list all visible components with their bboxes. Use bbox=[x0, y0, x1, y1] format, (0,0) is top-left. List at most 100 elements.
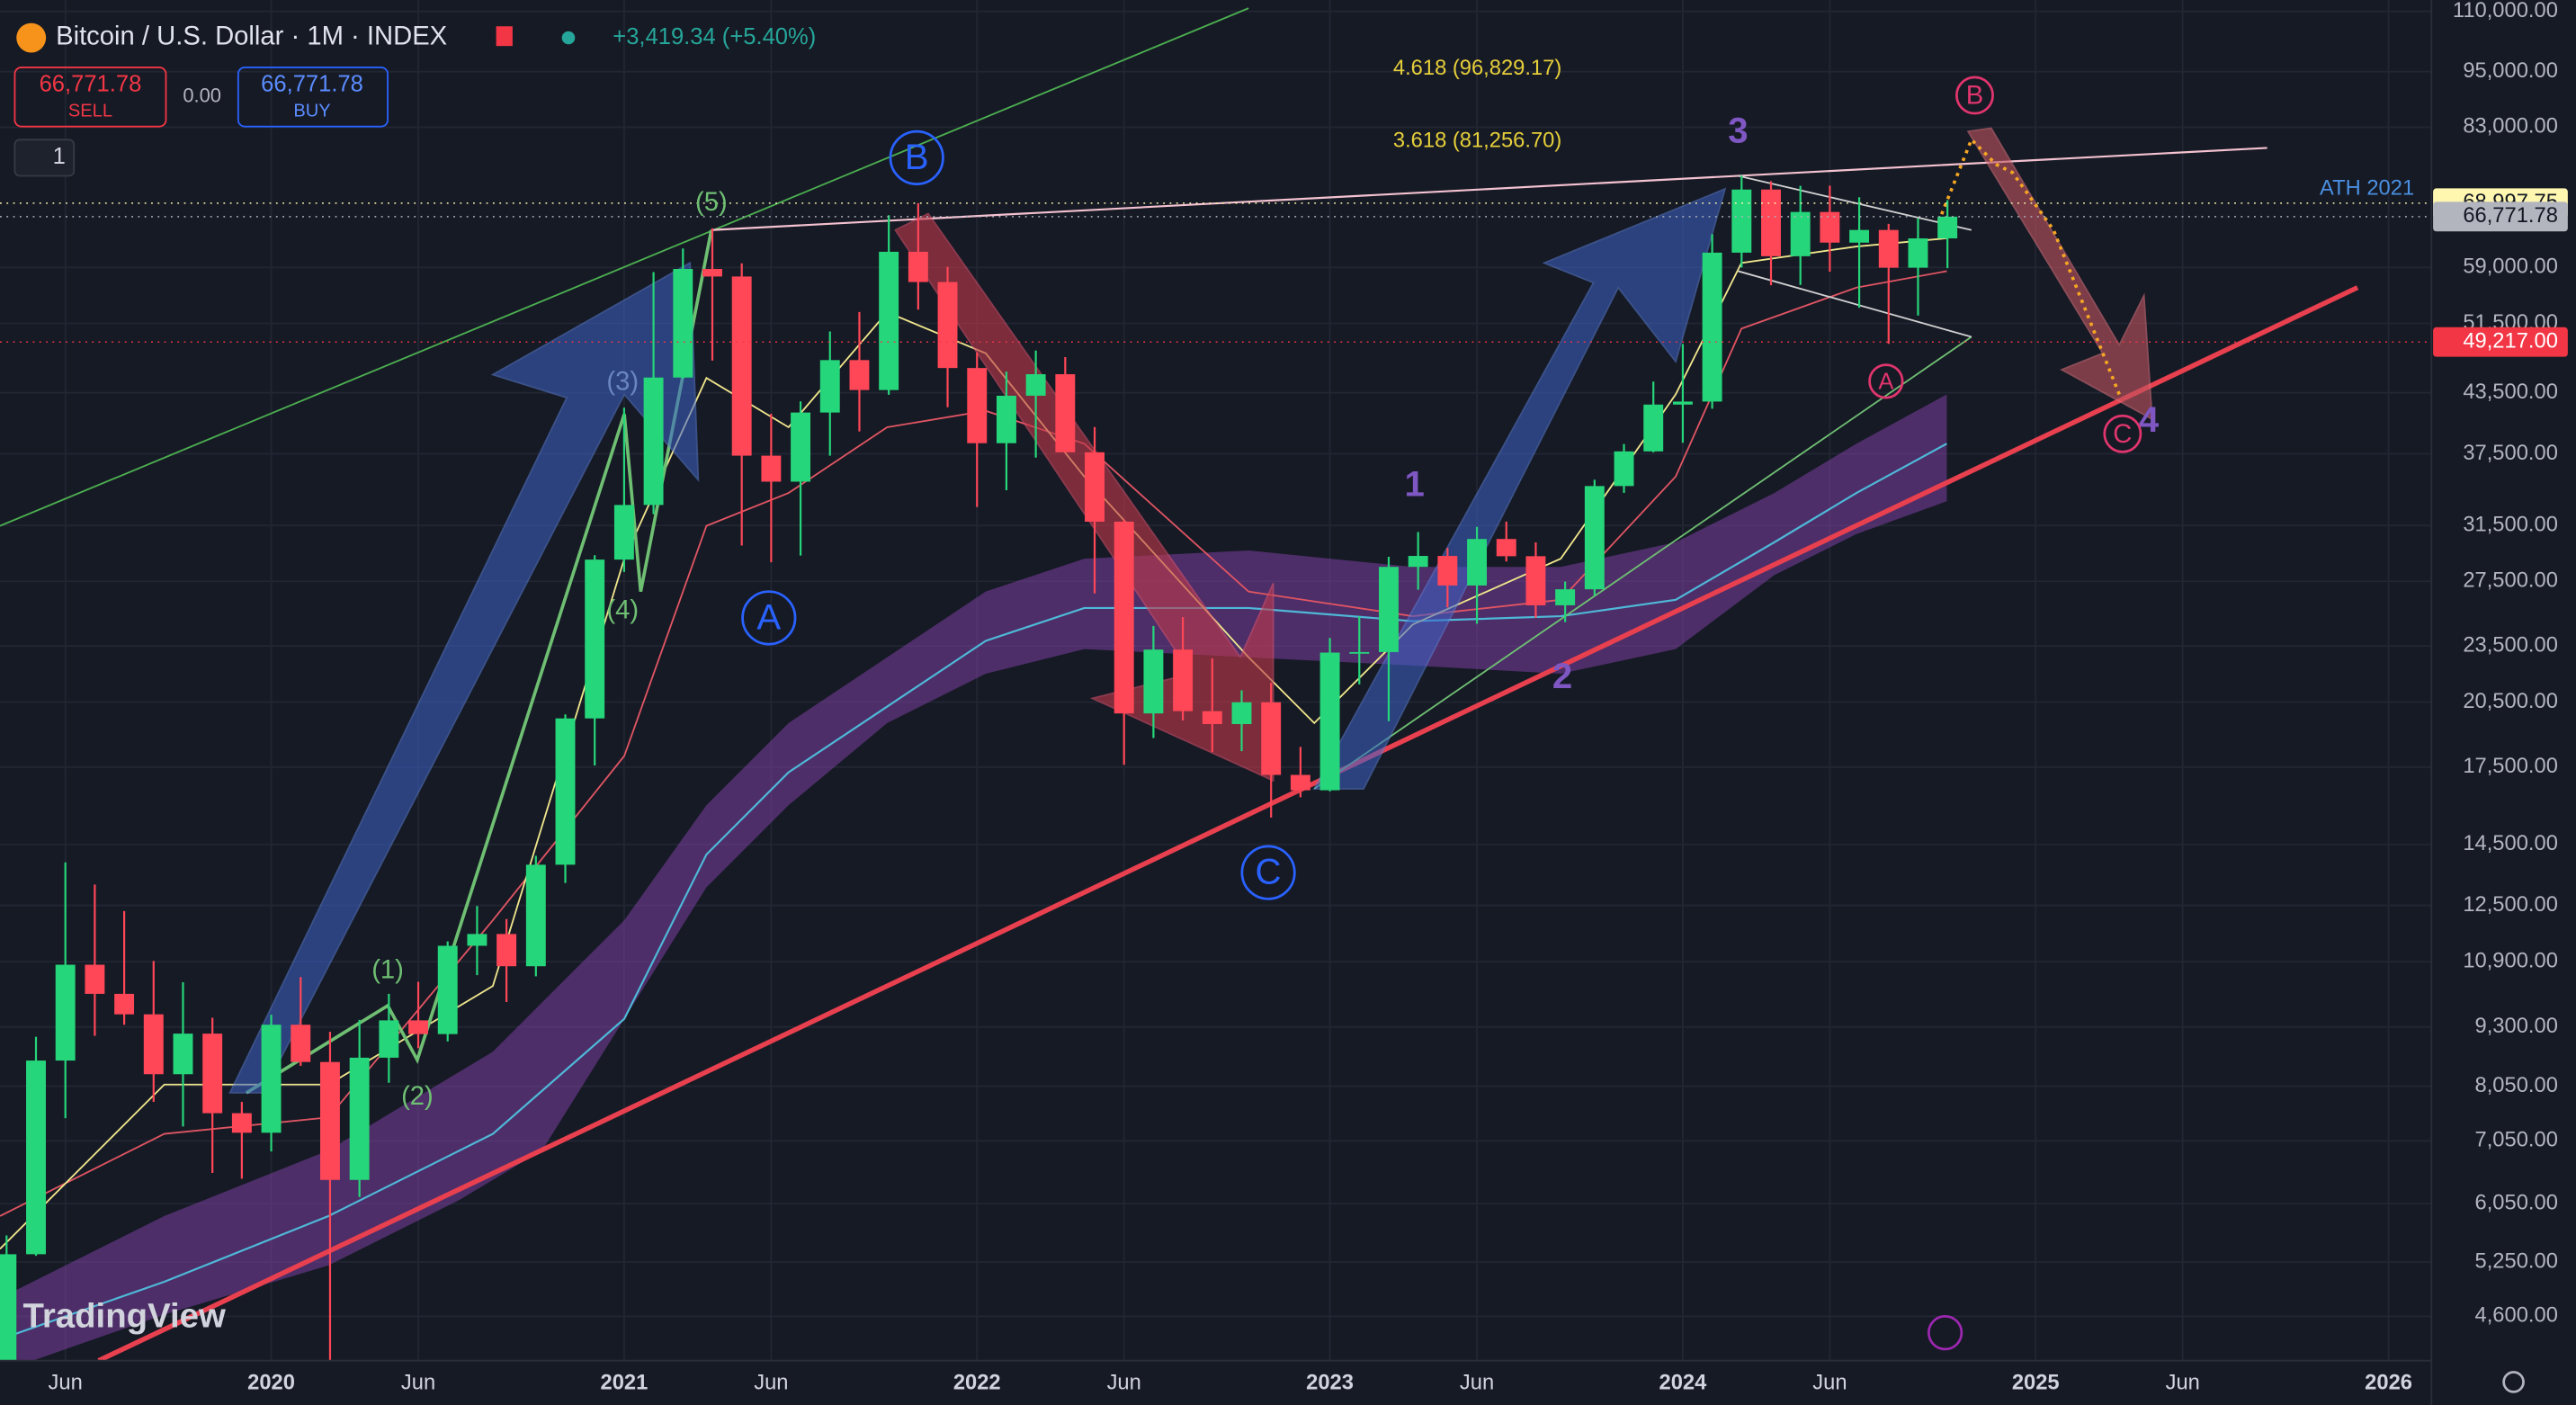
candle-body bbox=[1408, 556, 1428, 568]
annotation: 3.618 (81,256.70) bbox=[1393, 129, 1561, 152]
annotation: 4 bbox=[2139, 399, 2160, 440]
candle-body bbox=[585, 559, 605, 719]
candle-body bbox=[819, 360, 840, 413]
y-tick-label: 6,050.00 bbox=[2475, 1191, 2558, 1214]
annotation-circle bbox=[2103, 414, 2142, 453]
candle-body bbox=[879, 251, 899, 390]
wedge-line bbox=[1738, 270, 1972, 338]
y-tick-label: 37,500.00 bbox=[2463, 442, 2558, 465]
annotation: 1 bbox=[1404, 463, 1424, 504]
annotation: C bbox=[1256, 852, 1282, 892]
candle-body bbox=[1614, 451, 1634, 487]
spread: 0.00 bbox=[183, 85, 221, 107]
coin-icon bbox=[16, 22, 47, 53]
annotation: (3) bbox=[606, 367, 639, 396]
x-tick-label: 2026 bbox=[2365, 1372, 2412, 1395]
annotation: (5) bbox=[695, 188, 728, 217]
annotation-circle bbox=[889, 130, 944, 185]
candle-body bbox=[0, 1254, 17, 1361]
y-tick-label: 83,000.00 bbox=[2463, 115, 2558, 139]
candle-body bbox=[173, 1034, 193, 1075]
candle-body bbox=[702, 269, 722, 277]
candle-body bbox=[996, 395, 1016, 443]
annotation: B bbox=[905, 137, 929, 177]
candle-body bbox=[1290, 774, 1310, 791]
candle-body bbox=[1878, 229, 1899, 268]
candle-body bbox=[791, 412, 811, 482]
sell-price: 66,771.78 bbox=[40, 72, 142, 97]
candle-body bbox=[1025, 374, 1046, 396]
candle-body bbox=[1731, 189, 1752, 253]
annotation-circle bbox=[1240, 845, 1296, 900]
y-tick-label: 4,600.00 bbox=[2475, 1304, 2558, 1328]
candle-body bbox=[908, 251, 928, 282]
x-tick-label: Jun bbox=[1107, 1372, 1141, 1395]
ribbon bbox=[0, 394, 1947, 1361]
settings-icon[interactable] bbox=[2502, 1371, 2525, 1393]
candle-body bbox=[731, 276, 752, 456]
sell-label: SELL bbox=[68, 102, 112, 121]
moving-average bbox=[0, 443, 1947, 1340]
candle-body bbox=[937, 282, 958, 369]
candle-body bbox=[1085, 452, 1105, 522]
interval-toggle[interactable] bbox=[13, 139, 76, 177]
candle-body bbox=[319, 1061, 340, 1180]
candle-body bbox=[1173, 649, 1194, 711]
annotation-circle bbox=[741, 590, 797, 646]
candle-body bbox=[1437, 556, 1458, 586]
candle-body bbox=[1349, 651, 1370, 654]
price-badge bbox=[2433, 327, 2568, 357]
candle-body bbox=[437, 945, 458, 1034]
x-tick-label: Jun bbox=[2166, 1372, 2200, 1395]
annotation: (1) bbox=[371, 955, 404, 984]
candle-body bbox=[849, 360, 870, 390]
annotation: 4.618 (96,829.17) bbox=[1393, 57, 1561, 80]
interval: 1 bbox=[53, 144, 66, 169]
candle-body bbox=[1496, 539, 1516, 557]
candle-body bbox=[525, 864, 546, 967]
x-tick-label: Jun bbox=[754, 1372, 788, 1395]
candle-body bbox=[202, 1034, 223, 1114]
alert-icon[interactable] bbox=[1927, 1314, 1963, 1351]
price-change: +3,419.34 (+5.40%) bbox=[613, 24, 816, 49]
candle-body bbox=[555, 718, 576, 865]
candle-body bbox=[1467, 539, 1488, 586]
y-tick-label: 8,050.00 bbox=[2475, 1074, 2558, 1097]
candle-body bbox=[1908, 238, 1928, 268]
candle-body bbox=[1525, 556, 1546, 605]
candles bbox=[0, 175, 1958, 1361]
candle-body bbox=[1820, 211, 1840, 243]
annotation-circle bbox=[1955, 76, 1994, 115]
candle-body bbox=[143, 1014, 164, 1075]
buy-price: 66,771.78 bbox=[261, 72, 363, 97]
x-tick-label: Jun bbox=[1460, 1372, 1494, 1395]
wave-line bbox=[246, 229, 713, 1095]
candle-body bbox=[1379, 567, 1399, 652]
buy-button[interactable] bbox=[237, 66, 389, 128]
price-badge bbox=[2433, 201, 2568, 232]
sell-button[interactable] bbox=[13, 66, 167, 128]
annotation: (4) bbox=[606, 595, 639, 624]
price-badge-label: 49,217.00 bbox=[2463, 330, 2558, 353]
candle-body bbox=[613, 505, 634, 560]
candle-body bbox=[1761, 189, 1781, 256]
candle-body bbox=[85, 964, 105, 994]
y-tick-label: 9,300.00 bbox=[2475, 1015, 2558, 1038]
candle-body bbox=[761, 455, 782, 482]
trend-line bbox=[0, 7, 1249, 527]
y-tick-label: 95,000.00 bbox=[2463, 59, 2558, 83]
x-tick-label: 2021 bbox=[600, 1372, 648, 1395]
flag-icon[interactable] bbox=[496, 26, 513, 47]
candle-body bbox=[1849, 229, 1870, 243]
status-dot bbox=[561, 31, 576, 45]
y-tick-label: 12,500.00 bbox=[2463, 893, 2558, 917]
candle-body bbox=[496, 934, 517, 967]
y-tick-label: 43,500.00 bbox=[2463, 380, 2558, 404]
candle-body bbox=[467, 934, 487, 946]
candle-body bbox=[1555, 589, 1576, 605]
symbol-title: Bitcoin / U.S. Dollar · 1M · INDEX bbox=[56, 22, 447, 51]
annotation: (2) bbox=[401, 1082, 434, 1111]
projection bbox=[1936, 137, 2121, 396]
